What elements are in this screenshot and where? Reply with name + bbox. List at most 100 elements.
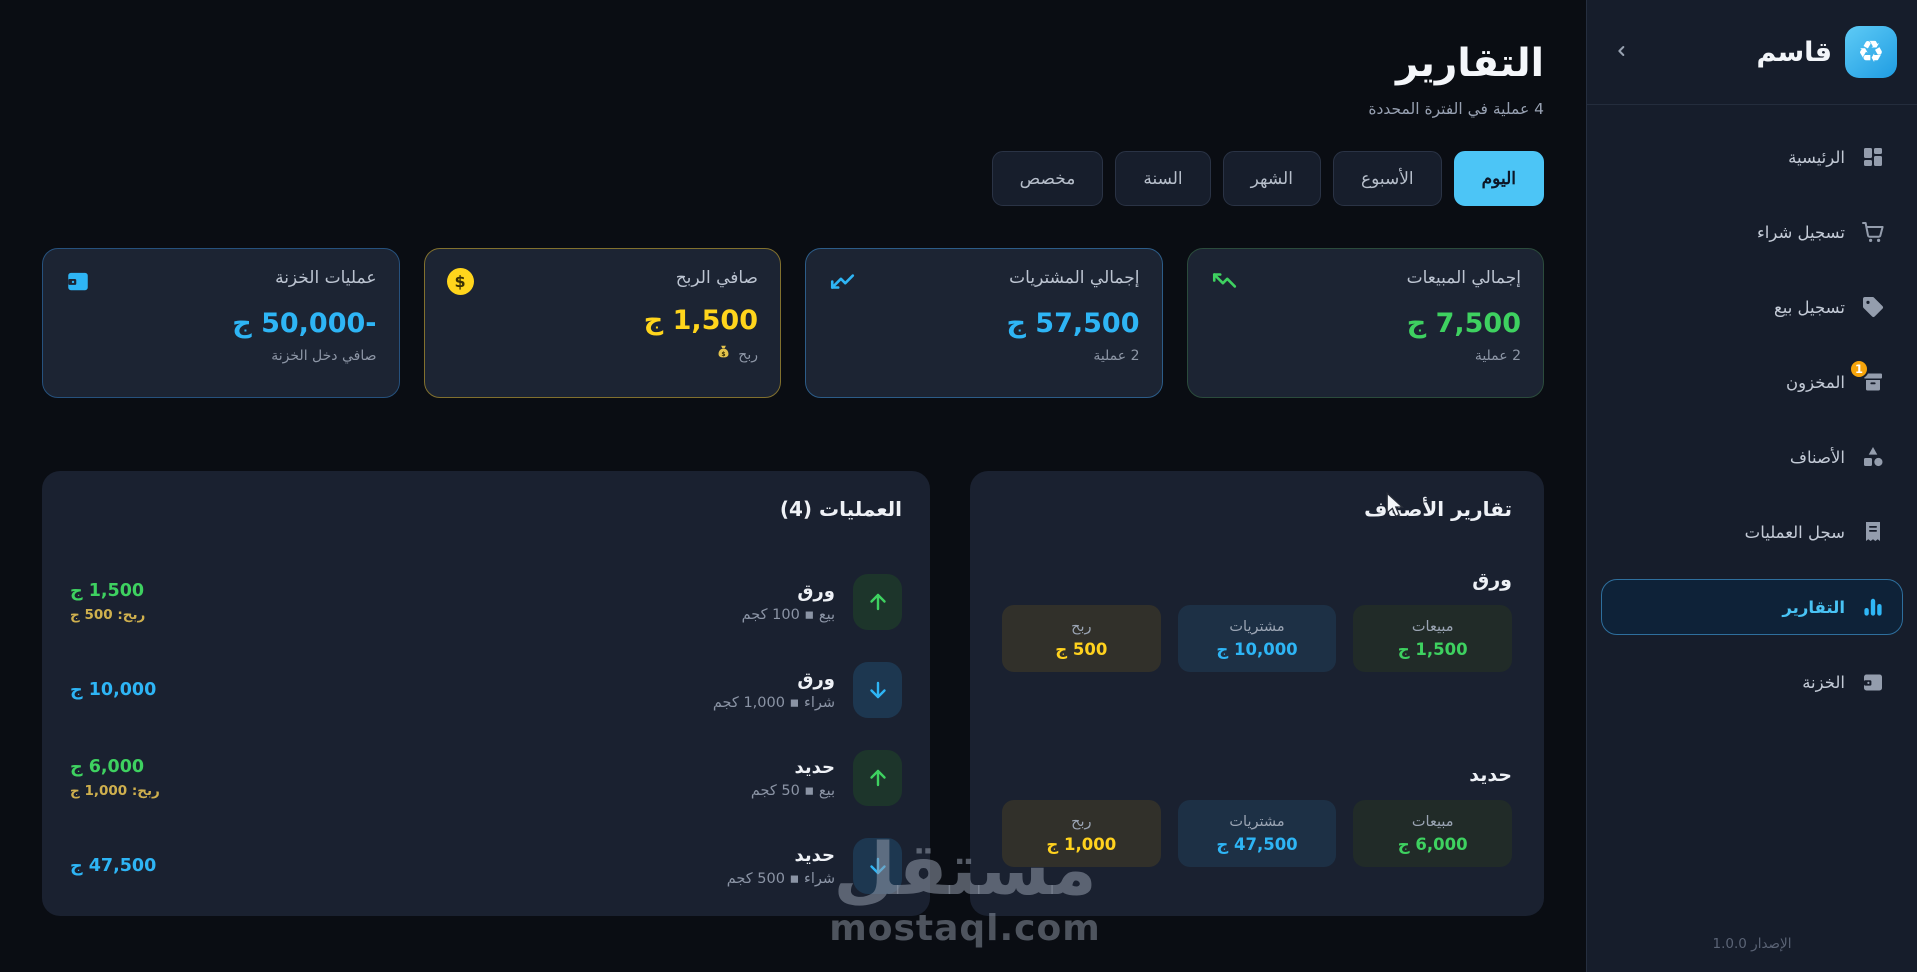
shapes-icon bbox=[1860, 444, 1886, 470]
operation-row[interactable]: حديد بيع ▪ 50 كجم 6,000 ج ربح: 1,000 ج bbox=[70, 747, 902, 809]
sidebar-item-reports[interactable]: التقارير bbox=[1601, 579, 1903, 635]
sidebar-item-label: الأصناف bbox=[1789, 447, 1845, 467]
wallet-icon bbox=[65, 268, 91, 298]
main-content: التقارير 4 عملية في الفترة المحددة اليوم… bbox=[42, 41, 1544, 949]
chip-value: 1,500 ج bbox=[1397, 639, 1468, 659]
sidebar-item-label: التقارير bbox=[1782, 597, 1845, 617]
sidebar-item-label: الرئيسية bbox=[1788, 147, 1845, 167]
sidebar-item-home[interactable]: الرئيسية bbox=[1601, 129, 1903, 185]
operation-amount: 47,500 ج bbox=[70, 856, 157, 876]
operation-item-name: حديد bbox=[794, 845, 835, 866]
tab-week[interactable]: الأسبوع bbox=[1332, 151, 1442, 206]
sidebar-item-categories[interactable]: الأصناف bbox=[1601, 429, 1903, 485]
operation-detail: بيع ▪ 100 كجم bbox=[741, 607, 835, 623]
operation-detail: شراء ▪ 500 كجم bbox=[726, 871, 835, 887]
cart-icon bbox=[1860, 219, 1886, 245]
card-value: -50,000 ج bbox=[232, 308, 377, 339]
sidebar-item-register-purchase[interactable]: تسجيل شراء bbox=[1601, 204, 1903, 260]
sidebar-collapse-button[interactable] bbox=[1607, 37, 1637, 67]
chip-value: 1,000 ج bbox=[1046, 834, 1117, 854]
sidebar-item-label: الخزنة bbox=[1802, 672, 1845, 692]
operation-profit: ربح: 500 ج bbox=[70, 607, 146, 623]
operation-row[interactable]: ورق بيع ▪ 100 كجم 1,500 ج ربح: 500 ج bbox=[70, 571, 902, 633]
card-total-sales: إجمالي المبيعات 7,500 ج 2 عملية bbox=[1186, 248, 1544, 398]
tab-month[interactable]: الشهر bbox=[1222, 151, 1321, 206]
card-title: إجمالي المشتريات bbox=[1009, 268, 1140, 288]
item-reports-panel: تقارير الأصناف ورق مبيعات 1,500 ج مشتريا… bbox=[970, 471, 1544, 916]
operations-title: العمليات (4) bbox=[779, 497, 902, 521]
arrow-up-icon bbox=[853, 750, 902, 806]
chip-value: 6,000 ج bbox=[1397, 834, 1468, 854]
operation-item-name: ورق bbox=[797, 581, 835, 602]
arrow-down-icon bbox=[853, 662, 902, 718]
sidebar-header: ♻ قاسم bbox=[1587, 0, 1917, 104]
stat-chip-profit: ربح 500 ج bbox=[1001, 605, 1161, 672]
card-net-profit: صافي الربح $ 1,500 ج ربح $ bbox=[423, 248, 781, 398]
sidebar-item-label: المخزون bbox=[1786, 372, 1845, 392]
svg-text:$: $ bbox=[722, 351, 726, 358]
sidebar-item-label: تسجيل بيع bbox=[1773, 297, 1845, 317]
money-bag-icon: $ bbox=[716, 345, 731, 365]
card-total-purchases: إجمالي المشتريات 57,500 ج 2 عملية bbox=[805, 248, 1163, 398]
item-section-paper: ورق مبيعات 1,500 ج مشتريات 10,000 ج ربح bbox=[1001, 569, 1512, 672]
operation-profit: ربح: 1,000 ج bbox=[70, 783, 160, 799]
operation-amount: 1,500 ج bbox=[70, 581, 145, 601]
page-subtitle: 4 عملية في الفترة المحددة bbox=[1368, 100, 1544, 118]
card-title: عمليات الخزنة bbox=[275, 268, 377, 288]
card-title: إجمالي المبيعات bbox=[1406, 268, 1521, 288]
sidebar-nav: الرئيسية تسجيل شراء تسجيل بيع 1 ال bbox=[1587, 105, 1917, 916]
trend-down-icon bbox=[828, 268, 856, 298]
stat-chip-profit: ربح 1,000 ج bbox=[1001, 800, 1161, 867]
operations-panel: العمليات (4) ورق بيع ▪ 100 كجم 1,500 ج ر… bbox=[42, 471, 930, 916]
card-value: 57,500 ج bbox=[1006, 308, 1140, 339]
sidebar-item-label: تسجيل شراء bbox=[1757, 222, 1845, 242]
sidebar: ♻ قاسم الرئيسية تسجيل شراء bbox=[1586, 0, 1917, 972]
card-title: صافي الربح bbox=[675, 268, 758, 288]
tab-custom[interactable]: مخصص bbox=[991, 151, 1104, 206]
trend-up-icon bbox=[1210, 268, 1238, 298]
tag-icon bbox=[1860, 294, 1886, 320]
brand-name: قاسم bbox=[1756, 36, 1832, 68]
chip-label: مبيعات bbox=[1411, 618, 1454, 635]
stat-chip-purchases: مشتريات 10,000 ج bbox=[1177, 605, 1337, 672]
card-value: 1,500 ج bbox=[643, 305, 758, 336]
chip-label: ربح bbox=[1071, 813, 1092, 830]
sidebar-item-register-sale[interactable]: تسجيل بيع bbox=[1601, 279, 1903, 335]
chip-value: 500 ج bbox=[1055, 639, 1108, 659]
card-sub: صافي دخل الخزنة bbox=[271, 348, 377, 364]
chip-label: مبيعات bbox=[1411, 813, 1454, 830]
chip-label: ربح bbox=[1071, 618, 1092, 635]
item-name: حديد bbox=[1469, 764, 1512, 786]
app-version: الإصدار 1.0.0 bbox=[1712, 936, 1792, 952]
operation-item-name: حديد bbox=[794, 757, 835, 778]
wallet-icon bbox=[1860, 669, 1886, 695]
bar-chart-icon bbox=[1860, 594, 1886, 620]
chip-value: 10,000 ج bbox=[1216, 639, 1298, 659]
app-logo-recycle-icon: ♻ bbox=[1845, 26, 1897, 78]
chip-label: مشتريات bbox=[1229, 813, 1285, 830]
dashboard-icon bbox=[1860, 144, 1886, 170]
operation-detail: بيع ▪ 50 كجم bbox=[750, 783, 835, 799]
operation-row[interactable]: حديد شراء ▪ 500 كجم 47,500 ج bbox=[70, 835, 902, 897]
item-section-iron: حديد مبيعات 6,000 ج مشتريات 47,500 ج ربح bbox=[1001, 764, 1512, 867]
sidebar-item-operations-log[interactable]: سجل العمليات bbox=[1601, 504, 1903, 560]
stat-chip-sales: مبيعات 6,000 ج bbox=[1353, 800, 1512, 867]
archive-icon: 1 bbox=[1849, 359, 1886, 395]
inventory-count-badge: 1 bbox=[1849, 359, 1869, 379]
operation-detail: شراء ▪ 1,000 كجم bbox=[712, 695, 835, 711]
sidebar-item-inventory[interactable]: 1 المخزون bbox=[1601, 354, 1903, 410]
dollar-icon: $ bbox=[446, 268, 474, 295]
item-name: ورق bbox=[1472, 569, 1512, 591]
card-sub: 2 عملية bbox=[1474, 348, 1521, 364]
chevron-left-icon bbox=[1614, 43, 1630, 62]
tab-year[interactable]: السنة bbox=[1115, 151, 1211, 206]
tab-today[interactable]: اليوم bbox=[1453, 151, 1544, 206]
sidebar-item-label: سجل العمليات bbox=[1744, 522, 1845, 542]
page-title: التقارير bbox=[1395, 41, 1544, 86]
sidebar-item-treasury[interactable]: الخزنة bbox=[1601, 654, 1903, 710]
operation-amount: 6,000 ج bbox=[70, 757, 145, 777]
chip-label: مشتريات bbox=[1229, 618, 1285, 635]
card-sub: ربح bbox=[738, 347, 758, 363]
operation-row[interactable]: ورق شراء ▪ 1,000 كجم 10,000 ج bbox=[70, 659, 902, 721]
